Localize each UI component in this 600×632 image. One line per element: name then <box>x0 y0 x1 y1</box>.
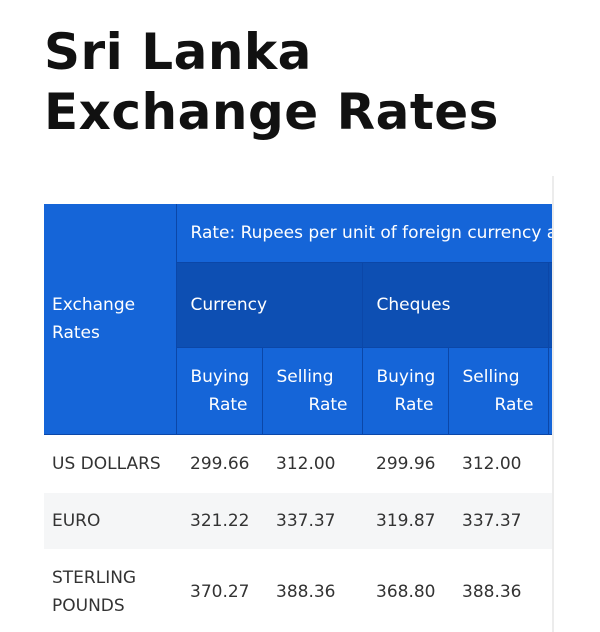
subheader-bottom: Rate <box>494 395 534 415</box>
table-row: EURO 321.22 337.37 319.87 337.37 <box>44 493 552 549</box>
currency-name-cell: EURO <box>44 493 176 549</box>
currency-buying-cell: 370.27 <box>176 549 262 632</box>
subheader-bottom: Rate <box>208 395 248 415</box>
subheader-top: Buying <box>190 367 250 387</box>
overflow-cell <box>548 549 552 632</box>
overflow-cell <box>548 434 552 493</box>
cheques-selling-cell: 312.00 <box>448 434 548 493</box>
header-row-subheaders: Buying Rate Selling Rate Buying Rate Sel… <box>44 347 552 435</box>
header-row-groups: Currency Cheques <box>44 262 552 348</box>
row-header-cell: Exchange Rates <box>44 204 177 435</box>
group-currency: Currency <box>176 262 363 348</box>
cheques-selling-cell: 388.36 <box>448 549 548 632</box>
table-body: US DOLLARS 299.66 312.00 299.96 312.00 E… <box>44 434 552 632</box>
currency-name-cell: US DOLLARS <box>44 434 176 493</box>
overflow-cell <box>548 493 552 549</box>
currency-name-cell: STERLING POUNDS <box>44 549 176 632</box>
scroll-edge <box>552 176 554 632</box>
currency-buying-cell: 321.22 <box>176 493 262 549</box>
currency-selling-cell: 312.00 <box>262 434 362 493</box>
currency-buying-cell: 299.66 <box>176 434 262 493</box>
subheader-top: Selling <box>462 367 520 387</box>
exchange-rates-table: Exchange Rates Rate: Rupees per unit of … <box>44 204 552 632</box>
rate-caption-cell: Rate: Rupees per unit of foreign currenc… <box>176 204 552 263</box>
header-row-caption: Exchange Rates Rate: Rupees per unit of … <box>44 204 552 435</box>
table-row: STERLING POUNDS 370.27 388.36 368.80 388… <box>44 549 552 632</box>
currency-buying-rate-header: Buying Rate <box>176 347 263 435</box>
cheques-selling-cell: 337.37 <box>448 493 548 549</box>
page-title: Sri Lanka Exchange Rates <box>44 23 499 141</box>
subheader-bottom: Rate <box>394 395 434 415</box>
cheques-buying-rate-header: Buying Rate <box>362 347 449 435</box>
cheques-buying-cell: 319.87 <box>362 493 448 549</box>
subheader-top: Selling <box>276 367 334 387</box>
table-header: Exchange Rates Rate: Rupees per unit of … <box>44 204 552 435</box>
cheques-buying-cell: 368.80 <box>362 549 448 632</box>
currency-selling-cell: 388.36 <box>262 549 362 632</box>
cheques-buying-cell: 299.96 <box>362 434 448 493</box>
group-overflow <box>548 262 552 348</box>
currency-selling-rate-header: Selling Rate <box>262 347 363 435</box>
subheader-bottom: Rate <box>308 395 348 415</box>
currency-selling-cell: 337.37 <box>262 493 362 549</box>
table-row: US DOLLARS 299.66 312.00 299.96 312.00 <box>44 434 552 493</box>
subheader-top: Buying <box>376 367 436 387</box>
subheader-overflow <box>548 347 552 435</box>
exchange-rates-table-container[interactable]: Exchange Rates Rate: Rupees per unit of … <box>44 204 552 632</box>
cheques-selling-rate-header: Selling Rate <box>448 347 549 435</box>
group-cheques: Cheques <box>362 262 549 348</box>
